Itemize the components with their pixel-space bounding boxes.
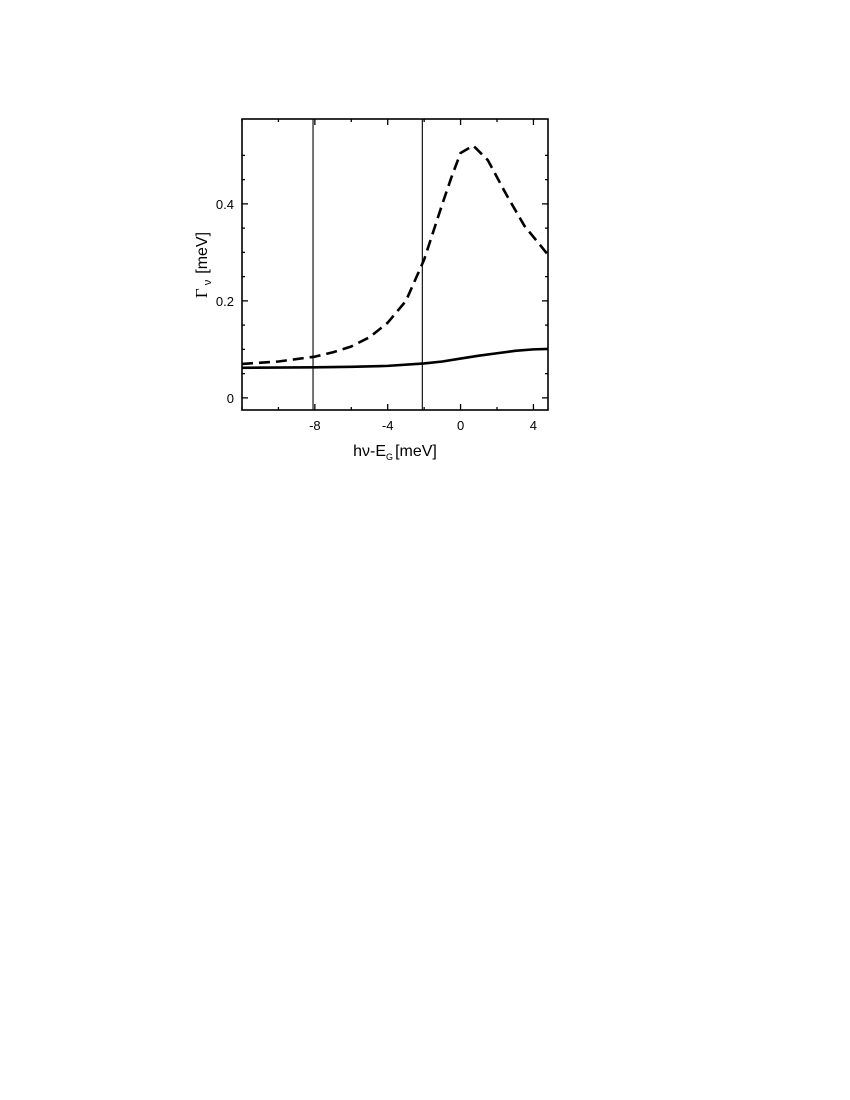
y-axis-title: Γν [meV] [192,232,214,298]
x-tick-label: 0 [457,418,464,433]
y-tick-label: 0.4 [216,197,234,212]
x-axis-title-main: hν-E [353,443,386,460]
x-axis-title: hν-EG [meV] [353,443,437,462]
x-axis-title-unit: [meV] [395,443,437,460]
series-line-1-dashed [241,144,550,366]
plot-frame [241,118,549,411]
x-axis-ticks: -8 -4 0 4 [241,119,537,433]
y-axis-title-unit: [meV] [194,232,211,274]
y-tick-label: 0.2 [216,294,234,309]
y-tick-label: 0 [227,391,234,406]
series-lines [241,144,550,370]
series-line-2-solid [241,347,549,370]
y-axis-title-main: Γ [192,288,211,298]
y-axis-title-sub: ν [202,279,214,285]
x-tick-label: -4 [382,418,394,433]
x-tick-label: 4 [530,418,537,433]
y-axis-ticks: 0 0.2 0.4 [216,154,548,406]
x-axis-title-sub: G [386,452,393,462]
x-tick-label: -8 [309,418,321,433]
